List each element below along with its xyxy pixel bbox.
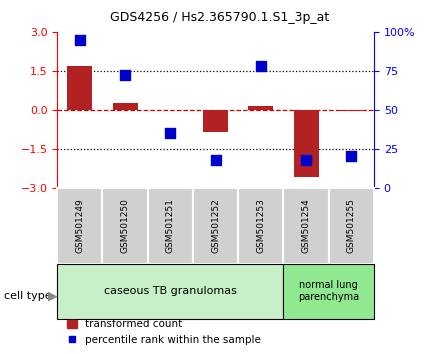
Text: normal lung
parenchyma: normal lung parenchyma bbox=[298, 280, 359, 302]
Bar bbox=[203, 110, 228, 132]
Bar bbox=[283, 264, 374, 319]
Text: caseous TB granulomas: caseous TB granulomas bbox=[104, 286, 237, 296]
Bar bbox=[193, 188, 238, 264]
Point bbox=[257, 63, 264, 69]
Legend: transformed count, percentile rank within the sample: transformed count, percentile rank withi… bbox=[62, 315, 265, 349]
Point bbox=[348, 154, 355, 159]
Bar bbox=[67, 65, 92, 110]
Point bbox=[167, 130, 174, 136]
Bar bbox=[238, 188, 283, 264]
Bar bbox=[339, 110, 364, 111]
Text: GDS4256 / Hs2.365790.1.S1_3p_at: GDS4256 / Hs2.365790.1.S1_3p_at bbox=[110, 11, 330, 24]
Text: ▶: ▶ bbox=[48, 289, 57, 302]
Bar bbox=[283, 188, 329, 264]
Bar bbox=[249, 106, 273, 110]
Point bbox=[303, 157, 310, 162]
Text: GSM501252: GSM501252 bbox=[211, 198, 220, 253]
Text: GSM501250: GSM501250 bbox=[121, 198, 130, 253]
Text: cell type: cell type bbox=[4, 291, 52, 301]
Text: GSM501251: GSM501251 bbox=[166, 198, 175, 253]
Bar bbox=[293, 110, 319, 177]
Text: GSM501255: GSM501255 bbox=[347, 198, 356, 253]
Bar bbox=[57, 188, 103, 264]
Bar bbox=[148, 188, 193, 264]
Bar bbox=[113, 103, 138, 110]
Point bbox=[76, 37, 83, 42]
Text: GSM501254: GSM501254 bbox=[301, 198, 311, 253]
Point bbox=[212, 157, 219, 162]
Bar bbox=[329, 188, 374, 264]
Text: GSM501253: GSM501253 bbox=[257, 198, 265, 253]
Bar bbox=[57, 264, 283, 319]
Bar bbox=[103, 188, 148, 264]
Point bbox=[121, 73, 128, 78]
Text: GSM501249: GSM501249 bbox=[75, 198, 84, 253]
